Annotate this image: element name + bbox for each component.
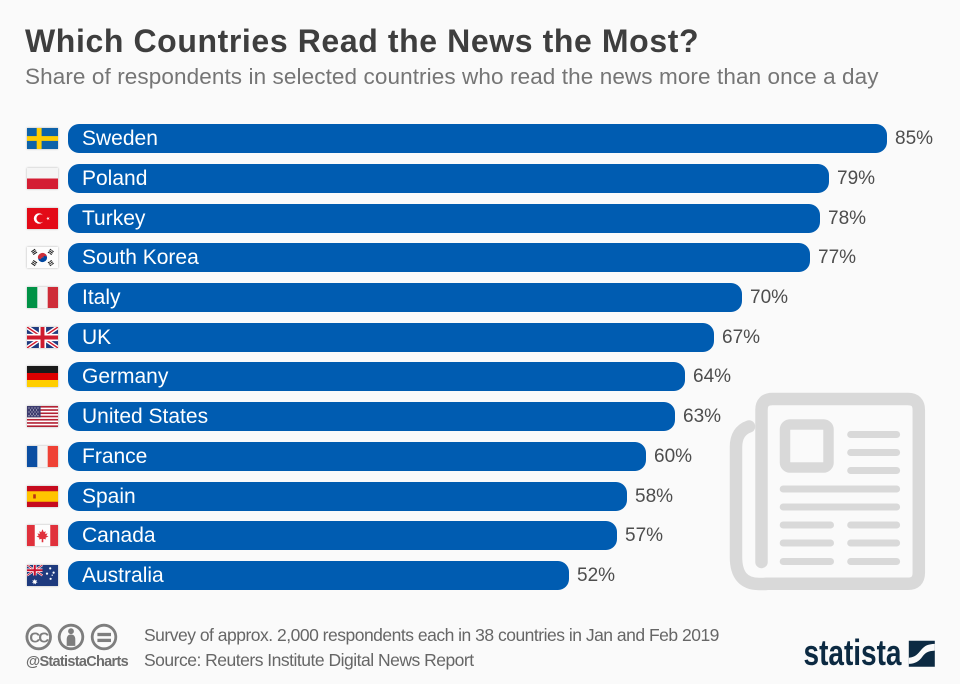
svg-text:CC: CC [29,630,49,647]
svg-text:statista: statista [804,632,903,673]
